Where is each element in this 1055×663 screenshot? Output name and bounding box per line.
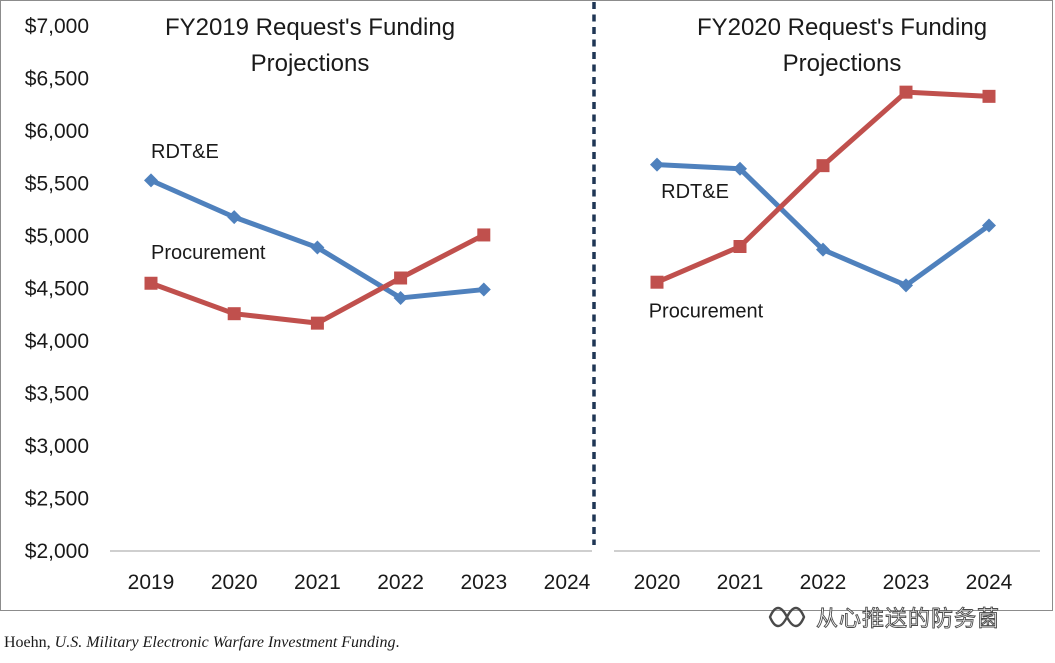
data-point bbox=[477, 228, 491, 242]
data-point bbox=[733, 240, 747, 253]
data-point bbox=[476, 282, 491, 297]
x-tick-label: 2024 bbox=[544, 571, 591, 594]
data-point bbox=[816, 242, 830, 257]
chart-frame bbox=[0, 0, 1053, 611]
x-tick-label: 2020 bbox=[211, 571, 258, 594]
watermark: 从心推送的防务菌 bbox=[766, 600, 1000, 634]
data-point bbox=[393, 290, 408, 305]
x-tick-label: 2022 bbox=[800, 571, 847, 594]
figure-caption: Hoehn, U.S. Military Electronic Warfare … bbox=[4, 634, 399, 652]
series-annotation: RDT&E bbox=[151, 141, 219, 163]
data-point bbox=[310, 240, 325, 255]
caption-author: Hoehn, bbox=[4, 634, 55, 651]
data-point bbox=[816, 159, 830, 173]
data-point bbox=[227, 307, 241, 321]
data-point bbox=[650, 157, 664, 172]
y-tick-label: $5,500 bbox=[25, 173, 89, 196]
x-tick-label: 2020 bbox=[634, 571, 681, 594]
panel-title-line: Projections bbox=[783, 50, 902, 77]
data-point bbox=[394, 271, 408, 285]
data-point bbox=[899, 278, 913, 293]
data-point bbox=[733, 161, 747, 176]
x-tick-label: 2021 bbox=[294, 571, 341, 594]
data-point bbox=[227, 210, 242, 225]
panel-title-line: Projections bbox=[251, 50, 370, 77]
watermark-text: 从心推送的防务菌 bbox=[816, 607, 1001, 633]
y-tick-label: $2,500 bbox=[25, 488, 89, 511]
x-tick-label: 2023 bbox=[883, 571, 930, 594]
caption-title: U.S. Military Electronic Warfare Investm… bbox=[54, 634, 396, 651]
series-annotation: Procurement bbox=[649, 301, 764, 323]
x-tick-label: 2021 bbox=[717, 571, 764, 594]
y-tick-label: $3,000 bbox=[25, 435, 89, 458]
data-point bbox=[899, 85, 913, 99]
x-tick-label: 2022 bbox=[377, 571, 424, 594]
x-tick-label: 2019 bbox=[128, 571, 175, 594]
y-tick-label: $5,000 bbox=[25, 225, 89, 248]
panel-title-line: FY2020 Request's Funding bbox=[697, 14, 987, 41]
data-point bbox=[982, 89, 996, 103]
data-point bbox=[650, 275, 664, 289]
wechat-channel-icon bbox=[768, 606, 806, 628]
data-point bbox=[144, 276, 158, 290]
caption-end: . bbox=[395, 634, 400, 651]
x-tick-label: 2024 bbox=[966, 571, 1013, 594]
data-point bbox=[310, 316, 324, 330]
data-point bbox=[982, 218, 996, 233]
y-tick-label: $4,500 bbox=[25, 278, 89, 301]
panel-title-line: FY2019 Request's Funding bbox=[165, 14, 455, 41]
y-tick-label: $3,500 bbox=[25, 383, 89, 406]
funding-projection-chart: $2,000 $2,500 $3,000 $3,500 $4,000 $4,500 $5,0… bbox=[25, 2, 1040, 594]
y-tick-label: $6,000 bbox=[25, 120, 89, 143]
y-tick-label: $2,000 bbox=[25, 540, 89, 563]
series-line bbox=[149, 178, 485, 301]
y-tick-label: $6,500 bbox=[25, 68, 89, 91]
y-tick-label: $4,000 bbox=[25, 330, 89, 353]
series-annotation: RDT&E bbox=[661, 181, 729, 203]
data-point bbox=[144, 173, 158, 188]
x-tick-label: 2023 bbox=[460, 571, 507, 594]
series-annotation: Procurement bbox=[151, 242, 266, 264]
y-tick-label: $7,000 bbox=[25, 15, 89, 38]
